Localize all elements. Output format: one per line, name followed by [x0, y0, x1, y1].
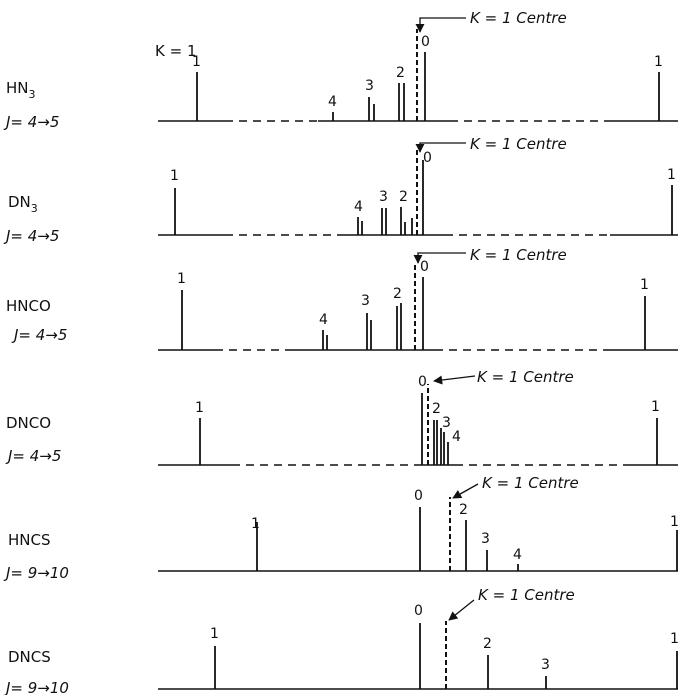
panel-dnco: DNCO J= 4→5 1 0 2 3 4 1 K = 1 Centre — [5, 368, 678, 466]
peak-label: 2 — [393, 286, 402, 302]
centre-label: K = 1 Centre — [470, 9, 567, 27]
panel-hncs: HNCS J= 9→10 1 0 2 3 4 1 K = 1 Centre — [3, 474, 679, 582]
peak-label: 1 — [654, 54, 663, 70]
molecule-label: DN3 — [8, 193, 38, 215]
peak-label: 3 — [379, 189, 388, 205]
centre-label: K = 1 Centre — [470, 135, 567, 153]
centre-label: K = 1 Centre — [470, 246, 567, 264]
centre-arrow — [413, 252, 466, 264]
centre-arrow — [448, 599, 475, 621]
transition-label: J= 9→10 — [3, 564, 69, 582]
panel-hnco: HNCO J= 4→5 1 4 3 2 0 1 K = 1 Centre — [6, 246, 678, 351]
peak-label: 4 — [513, 547, 522, 563]
centre-arrow — [452, 483, 479, 499]
peak-label: 4 — [354, 199, 363, 215]
peak-label: 1 — [640, 277, 649, 293]
peak-label: 3 — [365, 78, 374, 94]
peak-label: 1 — [210, 626, 219, 642]
peak-label: 0 — [421, 34, 430, 50]
molecule-label: DNCS — [8, 648, 51, 666]
peak-label: 1 — [177, 271, 186, 287]
peak-label: 1 — [670, 631, 679, 647]
peak-label: 3 — [541, 657, 550, 673]
peak-label: 1 — [195, 400, 204, 416]
peak-label: 4 — [319, 312, 328, 328]
centre-arrow — [415, 142, 466, 153]
peak-label: 1 — [192, 54, 201, 70]
molecule-label: HNCS — [8, 531, 51, 549]
peak-label: 1 — [170, 168, 179, 184]
peak-label: 1 — [667, 167, 676, 183]
peak-label: 0 — [414, 488, 423, 504]
panel-dncs: DNCS J= 9→10 1 0 2 3 1 K = 1 Centre — [3, 586, 679, 695]
peak-label: 4 — [328, 94, 337, 110]
centre-arrow — [433, 375, 476, 385]
transition-label: J= 4→5 — [3, 227, 59, 245]
molecule-label: HN3 — [6, 79, 36, 101]
peak-label: 0 — [414, 603, 423, 619]
peak-label: 2 — [399, 189, 408, 205]
peak-label: 4 — [452, 429, 461, 445]
centre-label: K = 1 Centre — [482, 474, 579, 492]
centre-label: K = 1 Centre — [477, 368, 574, 386]
peak-label: 3 — [481, 531, 490, 547]
peak-label: 1 — [670, 514, 679, 530]
peak-label: 1 — [651, 399, 660, 415]
peak-label: 0 — [420, 259, 429, 275]
centre-arrow — [415, 17, 466, 33]
peak-label: 1 — [251, 516, 260, 532]
transition-label: J= 4→5 — [3, 113, 59, 131]
peak-label: 2 — [483, 636, 492, 652]
transition-label: J= 4→5 — [11, 326, 67, 344]
panel-hn3: HN3 J= 4→5 1 4 3 2 0 1 K = 1 Centre — [3, 9, 678, 131]
peak-label: 2 — [432, 401, 441, 417]
panel-dn3: DN3 J= 4→5 1 4 3 2 0 1 K = 1 Centre — [3, 135, 678, 245]
peak-label: 3 — [442, 415, 451, 431]
k-equals-1-label: K = 1 — [155, 42, 196, 60]
peak-label: 3 — [361, 293, 370, 309]
peak-label: 2 — [396, 65, 405, 81]
transition-label: J= 9→10 — [3, 679, 69, 695]
peak-label: 2 — [459, 502, 468, 518]
transition-label: J= 4→5 — [5, 447, 61, 465]
molecule-label: HNCO — [6, 297, 51, 315]
centre-label: K = 1 Centre — [478, 586, 575, 604]
peak-label: 0 — [418, 374, 427, 390]
peak-label: 0 — [423, 150, 432, 166]
molecule-label: DNCO — [6, 414, 51, 432]
